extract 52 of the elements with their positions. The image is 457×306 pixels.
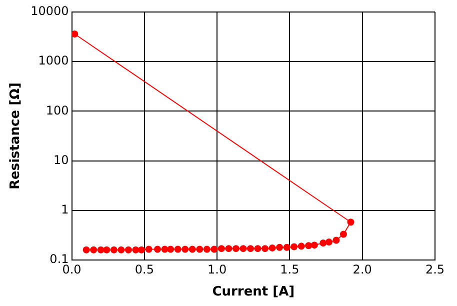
point: [290, 243, 298, 250]
y-axis-title: Resistance [Ω]: [8, 82, 24, 190]
x-tick-label: 2.0: [352, 262, 372, 276]
point: [167, 246, 174, 253]
point: [118, 246, 125, 254]
point: [145, 246, 152, 253]
point: [310, 242, 318, 249]
point: [283, 244, 290, 251]
point: [276, 244, 284, 251]
point: [305, 242, 312, 250]
x-tick-label: 1.5: [280, 262, 300, 276]
point: [174, 246, 182, 253]
x-tick-label: 1.0: [208, 262, 227, 276]
y-tick-label: 100: [46, 103, 69, 118]
point: [132, 246, 140, 254]
point: [232, 245, 240, 252]
point: [210, 246, 218, 253]
point: [82, 246, 90, 254]
point: [188, 246, 196, 253]
point: [320, 240, 327, 247]
point: [325, 238, 332, 246]
point: [332, 236, 340, 244]
point: [161, 246, 168, 253]
point: [90, 246, 98, 254]
point: [72, 30, 78, 38]
point: [103, 246, 110, 254]
point: [203, 246, 210, 253]
y-tick-label: 1000: [38, 54, 69, 68]
point: [97, 246, 104, 254]
point: [262, 245, 269, 252]
point: [240, 245, 247, 252]
point: [268, 244, 276, 252]
point: [347, 218, 354, 226]
point: [218, 245, 225, 252]
point: [340, 230, 347, 238]
point: [254, 245, 262, 252]
point: [196, 246, 204, 253]
point: [246, 245, 254, 252]
x-tick-label: 2.5: [425, 262, 445, 276]
point: [154, 246, 161, 253]
point: [225, 245, 232, 252]
point: [182, 246, 189, 253]
point: [138, 246, 146, 254]
y-tick-label: 10000: [30, 4, 69, 18]
point: [298, 242, 305, 250]
y-tick-label: 10: [53, 152, 69, 167]
x-tick-label: 0.5: [134, 262, 154, 276]
point: [110, 246, 118, 254]
x-axis-title: Current [A]: [212, 284, 295, 300]
point: [124, 246, 132, 254]
x-tick-label: 0.0: [62, 262, 82, 276]
y-tick-label: 1: [61, 202, 69, 217]
